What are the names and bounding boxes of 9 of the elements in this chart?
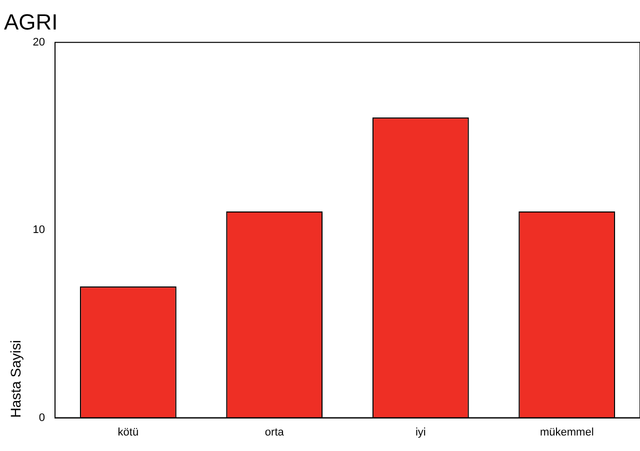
- x-tick-label: mükemmel: [540, 426, 594, 438]
- y-axis-title: Hasta Sayisi: [7, 340, 24, 418]
- x-tick-label: iyi: [415, 426, 426, 438]
- y-tick-label: 0: [38, 412, 46, 424]
- y-tick-label: 20: [32, 36, 46, 48]
- chart-title: AGRI: [4, 9, 58, 34]
- x-tick-label: orta: [264, 426, 285, 438]
- x-tick-label: kötü: [118, 426, 139, 438]
- y-tick-label: 10: [32, 224, 46, 236]
